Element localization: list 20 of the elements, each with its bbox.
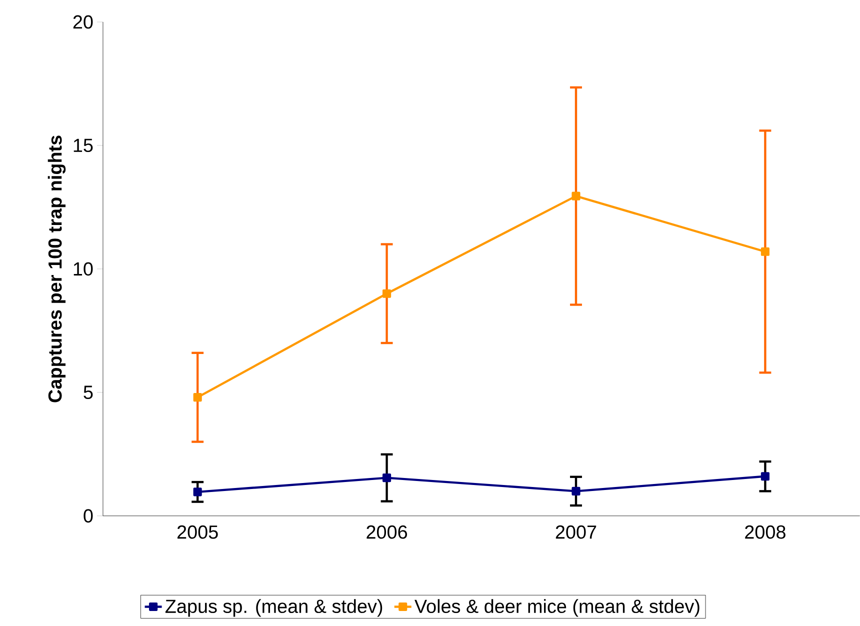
- point: [572, 486, 580, 496]
- y-tick-label: 5: [84, 386, 93, 400]
- y-tick-label: 15: [74, 138, 93, 152]
- y-tick-label: 0: [84, 509, 93, 523]
- point: [382, 474, 392, 482]
- point: [193, 488, 202, 496]
- legend-label: Zapus sp. (mean & stdev): [165, 599, 382, 617]
- x-tick-label: 2006: [366, 525, 407, 539]
- point: [193, 393, 202, 402]
- x-tick-label: 2008: [745, 525, 786, 539]
- point: [572, 192, 580, 200]
- y-axis-title: Capptures per 100 trap nights: [48, 136, 66, 402]
- point: [760, 247, 770, 256]
- x-tick-label: 2005: [177, 525, 218, 539]
- x-tick-label: 2007: [556, 525, 596, 539]
- legend-label: Voles & deer mice (mean & stdev): [414, 599, 700, 617]
- point: [382, 289, 392, 298]
- point: [760, 472, 770, 481]
- y-tick-label: 20: [73, 15, 93, 29]
- y-tick-label: 10: [74, 262, 93, 276]
